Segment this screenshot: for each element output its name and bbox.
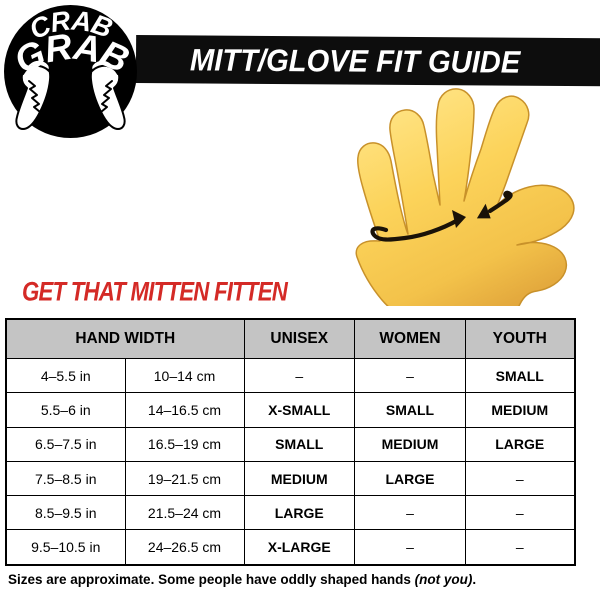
svg-text:CRAB: CRAB <box>25 5 116 45</box>
